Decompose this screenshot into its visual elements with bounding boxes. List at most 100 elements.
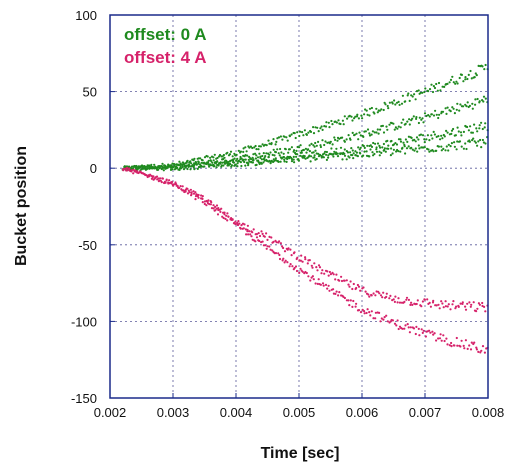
data-point [272,240,275,243]
y-tick-label: 0 [90,161,97,176]
data-point [421,300,424,303]
data-point [428,301,431,304]
data-point [293,149,296,152]
data-point [358,148,361,151]
data-point [304,256,307,259]
data-point [451,303,454,306]
data-point [477,350,480,353]
data-point [212,156,215,159]
x-tick-label: 0.002 [94,405,127,420]
data-point [137,165,140,168]
data-point [450,129,454,132]
data-point [482,100,485,103]
data-point [283,158,286,161]
data-point [380,151,383,154]
data-point [212,207,215,210]
data-point [404,122,407,125]
data-point [239,158,242,161]
data-point [309,160,312,163]
data-point [142,167,146,170]
data-point [382,291,385,294]
data-point [274,252,278,255]
x-tick-label: 0.003 [157,405,190,420]
data-point [397,327,400,331]
data-point [255,163,258,166]
data-point [368,132,371,135]
data-point [372,317,375,320]
data-point [294,136,297,140]
data-point [475,310,478,313]
data-point [460,134,463,137]
data-point [387,144,390,147]
data-point [278,240,281,243]
data-point [447,303,450,306]
data-point [280,157,283,160]
data-point [342,123,345,126]
data-point [299,144,302,147]
data-point [315,266,318,269]
data-point [145,168,148,171]
data-point [426,298,429,301]
data-point [126,169,129,172]
data-point [230,165,233,168]
data-point [208,165,211,168]
data-point [161,167,164,170]
data-point [304,147,307,150]
data-point [275,140,278,143]
data-point [216,160,219,163]
data-point [437,337,440,340]
data-point [286,261,289,264]
data-point [216,156,219,160]
data-point [343,279,346,282]
data-point [231,155,234,158]
data-point [196,167,199,170]
data-point [361,117,364,120]
data-point [442,306,445,309]
data-point [163,164,166,167]
data-point [132,168,135,171]
data-point [259,145,262,148]
data-point [395,324,398,327]
data-point [215,166,218,169]
data-point [477,140,480,143]
data-point [383,316,386,319]
data-point [288,157,291,160]
data-point [335,121,338,124]
data-point [209,164,212,167]
data-point [484,97,487,100]
data-point [193,163,196,167]
data-point [219,210,222,213]
data-point [190,162,193,165]
data-point [479,351,482,354]
data-point [448,344,451,347]
data-point [466,125,469,129]
data-point [249,145,252,148]
data-point [392,148,395,151]
data-point [278,154,281,157]
data-point [186,192,190,195]
data-point [302,148,305,152]
data-point [200,194,203,197]
data-point [244,158,247,161]
data-point [418,116,421,119]
data-point [435,304,438,307]
data-point [432,114,436,117]
data-point [231,218,234,221]
data-point [309,130,313,133]
data-point [357,285,361,288]
data-point [381,146,384,149]
data-point [435,113,438,116]
data-point [211,161,214,164]
data-point [433,86,437,90]
data-point [315,144,318,147]
data-point [255,233,258,236]
data-point [239,227,242,230]
data-point [188,161,191,164]
data-point [267,139,270,142]
data-point [357,146,360,149]
data-point [313,156,316,159]
data-point [194,198,197,201]
data-point [222,153,225,157]
data-point [359,311,363,314]
